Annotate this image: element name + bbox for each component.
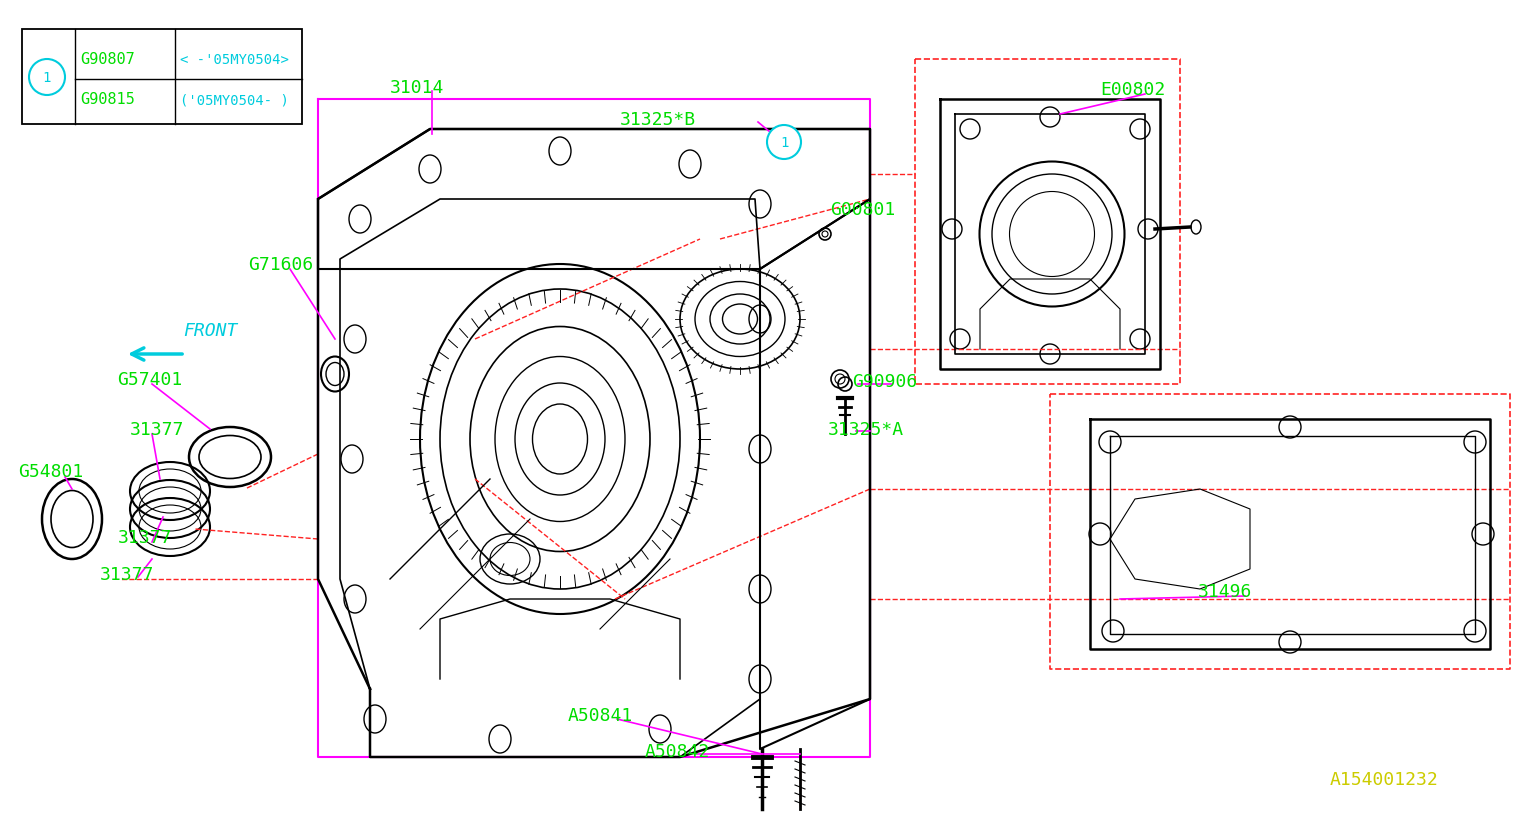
Text: < -'05MY0504>: < -'05MY0504> bbox=[180, 53, 289, 67]
Text: 31377: 31377 bbox=[118, 528, 172, 547]
Text: G57401: G57401 bbox=[117, 370, 181, 389]
Text: G00801: G00801 bbox=[831, 201, 895, 218]
Text: G54801: G54801 bbox=[18, 462, 83, 480]
Text: G90815: G90815 bbox=[80, 93, 135, 108]
Text: 31377: 31377 bbox=[131, 420, 185, 438]
Text: 1: 1 bbox=[780, 136, 787, 150]
Text: 31496: 31496 bbox=[1198, 582, 1252, 600]
Bar bbox=[22, 30, 301, 125]
Text: E00802: E00802 bbox=[1100, 81, 1166, 99]
Text: 31014: 31014 bbox=[391, 79, 444, 97]
Text: A50842: A50842 bbox=[644, 742, 711, 760]
Text: 1: 1 bbox=[43, 71, 51, 85]
Text: A50841: A50841 bbox=[568, 706, 634, 724]
Text: G90807: G90807 bbox=[80, 52, 135, 68]
Text: FRONT: FRONT bbox=[183, 322, 237, 340]
Text: G90906: G90906 bbox=[852, 372, 917, 390]
Text: A154001232: A154001232 bbox=[1330, 770, 1438, 788]
Text: 31325*B: 31325*B bbox=[620, 111, 697, 129]
Text: 31377: 31377 bbox=[100, 566, 154, 583]
Text: 31325*A: 31325*A bbox=[827, 420, 904, 438]
Text: G71606: G71606 bbox=[248, 256, 314, 274]
Circle shape bbox=[767, 126, 801, 160]
Text: ('05MY0504- ): ('05MY0504- ) bbox=[180, 93, 289, 107]
